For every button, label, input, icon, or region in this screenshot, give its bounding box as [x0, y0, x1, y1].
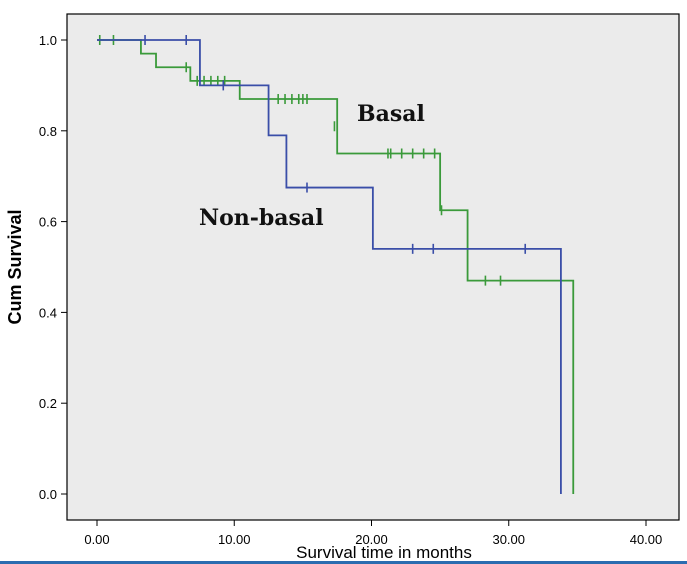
series-label-non-basal: Non-basal — [199, 205, 324, 231]
y-tick-label: 1.0 — [39, 33, 57, 48]
y-axis-title: Cum Survival — [5, 209, 25, 324]
y-tick-label: 0.2 — [39, 396, 57, 411]
x-tick-label: 30.00 — [492, 532, 525, 547]
x-tick-label: 0.00 — [84, 532, 109, 547]
y-tick-label: 0.4 — [39, 305, 57, 320]
series-layer — [97, 35, 575, 494]
plot-area — [66, 13, 680, 521]
x-axis-title: Survival time in months — [296, 543, 472, 562]
series-line-basal — [97, 39, 575, 494]
series-line-non-basal — [97, 39, 562, 494]
x-tick-label: 20.00 — [355, 532, 388, 547]
bottom-border — [0, 561, 687, 564]
x-tick-label: 10.00 — [218, 532, 251, 547]
y-axis-ticks: 0.0 0.2 0.4 0.6 0.8 1.0 — [39, 33, 67, 502]
x-axis-ticks: 0.00 10.00 20.00 30.00 40.00 — [84, 520, 662, 547]
x-tick-label: 40.00 — [630, 532, 663, 547]
series-label-basal: Basal — [357, 101, 425, 127]
y-tick-label: 0.0 — [39, 487, 57, 502]
y-tick-label: 0.8 — [39, 124, 57, 139]
y-tick-label: 0.6 — [39, 215, 57, 230]
